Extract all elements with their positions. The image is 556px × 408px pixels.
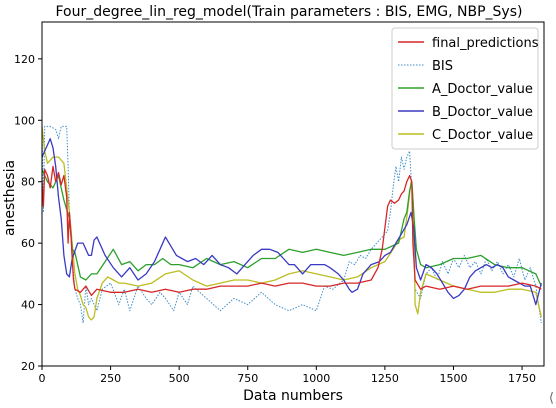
y-tick-label: 100: [14, 114, 35, 127]
x-tick-label: 750: [237, 372, 258, 385]
axis-ticks: 0 250 500 750 1000 1250 1500 1750 20 40 60 80 100 120: [14, 53, 536, 385]
legend-label: A_Doctor_value: [432, 82, 533, 97]
legend-label: final_predictions: [432, 36, 539, 51]
y-tick-label: 40: [21, 299, 35, 312]
legend-label: BIS: [432, 59, 453, 74]
x-tick-label: 250: [100, 372, 121, 385]
x-tick-label: 500: [169, 372, 190, 385]
y-axis-label: anesthesia: [2, 160, 18, 236]
series-layer: [42, 125, 542, 324]
series-line-bis: [42, 125, 542, 324]
x-axis-label: Data numbers: [243, 388, 343, 404]
x-tick-label: 1750: [508, 372, 536, 385]
legend-label: C_Doctor_value: [432, 128, 533, 143]
series-line-b-doctor-value: [42, 138, 542, 306]
plot-area-frame: [41, 21, 545, 367]
x-tick-label: 1250: [371, 372, 399, 385]
legend-label: B_Doctor_value: [432, 105, 533, 120]
series-line-c-doctor-value: [42, 126, 542, 321]
series-line-final-predictions: [42, 165, 542, 297]
y-tick-label: 20: [21, 360, 35, 373]
edge-chevron-icon: ⟨: [548, 391, 554, 406]
x-tick-label: 1500: [439, 372, 467, 385]
x-tick-label: 1000: [302, 372, 330, 385]
legend-box: [391, 27, 539, 150]
chart-title: Four_degree_lin_reg_model(Train paramete…: [56, 4, 523, 20]
x-tick-label: 0: [39, 372, 46, 385]
y-tick-label: 120: [14, 53, 35, 66]
legend: final_predictions BIS A_Doctor_value B_Doct…: [391, 27, 539, 150]
y-tick-label: 80: [21, 176, 35, 189]
series-line-a-doctor-value: [42, 169, 542, 287]
y-tick-label: 60: [21, 237, 35, 250]
